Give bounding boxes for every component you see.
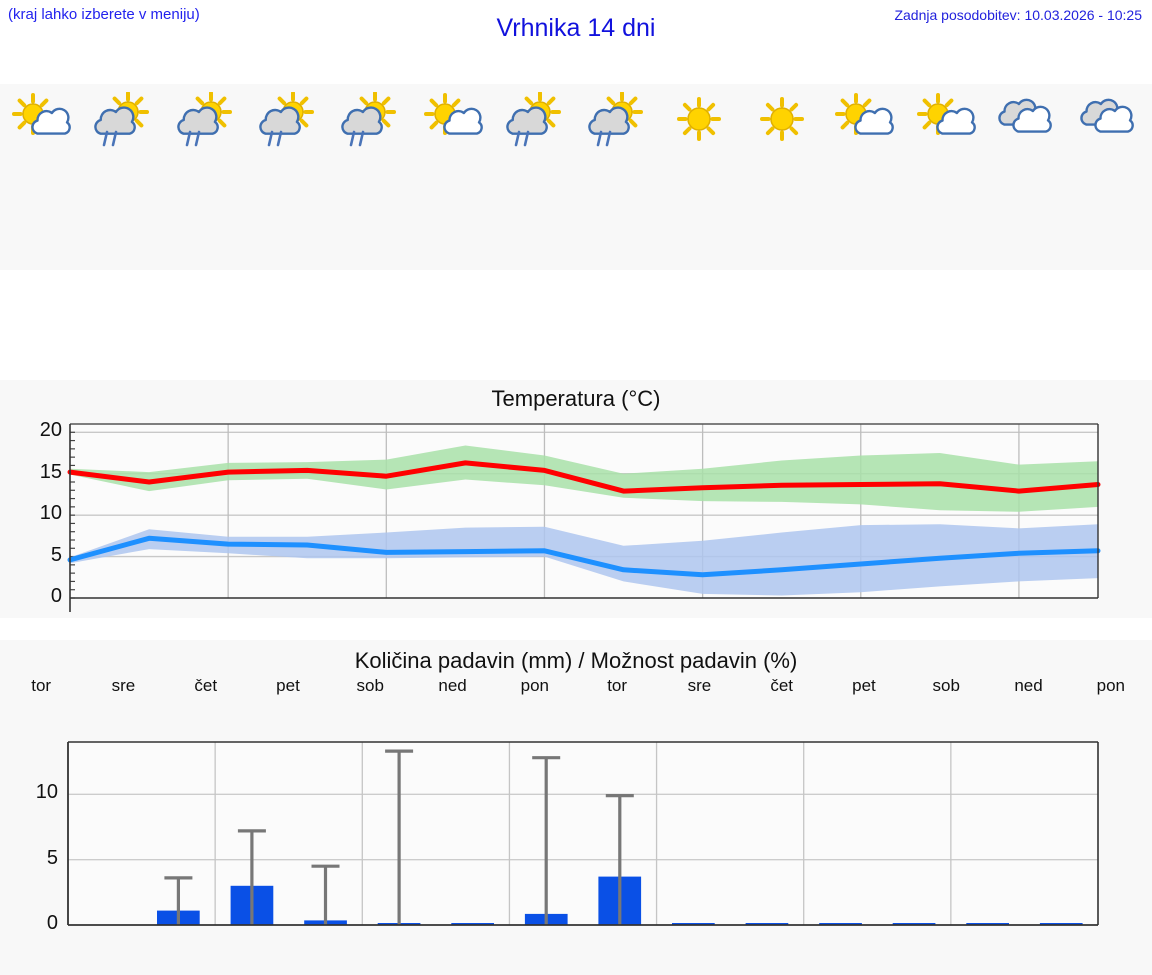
day-column[interactable] xyxy=(741,84,823,270)
temperature-plot: 0 5 10 15 20 xyxy=(0,412,1152,618)
sun-cloud-rain-icon xyxy=(247,92,329,147)
precipitation-x-axis-labels: tor sre čet pet sob ned pon tor sre čet pet sob ned p… xyxy=(0,676,1152,700)
precipitation-day-label: sob xyxy=(356,676,384,695)
sun-icon xyxy=(658,92,740,146)
precipitation-plot: 0 5 10 xyxy=(0,698,1152,934)
day-column[interactable] xyxy=(658,84,740,270)
temperature-y-tick-label: 20 xyxy=(39,419,62,442)
temperature-chart-title: Temperatura (°C) xyxy=(491,386,661,411)
precipitation-bar xyxy=(892,923,936,925)
precipitation-day-label: sob xyxy=(932,676,960,695)
precipitation-day-label: pet xyxy=(852,676,876,695)
day-column[interactable] xyxy=(576,84,658,270)
precipitation-chart-title: Količina padavin (mm) / Možnost padavin … xyxy=(354,648,798,673)
precipitation-day-label: sre xyxy=(111,676,136,695)
sun-cloud-rain-icon xyxy=(165,92,247,147)
precipitation-day-label: ned xyxy=(1014,676,1043,695)
sun-cloud-icon xyxy=(0,92,82,146)
cloudy-icon xyxy=(987,92,1069,146)
precipitation-bar xyxy=(451,923,494,925)
precipitation-day-label: tor xyxy=(31,676,52,695)
temperature-y-tick-label: 15 xyxy=(39,460,62,483)
precipitation-day-label: čet xyxy=(194,676,218,695)
precipitation-day-label: pet xyxy=(276,676,300,695)
precipitation-day-label: ned xyxy=(438,676,467,695)
sun-cloud-rain-icon xyxy=(576,92,658,147)
precipitation-day-label: sre xyxy=(687,676,712,695)
page-header: (kraj lahko izberete v meniju) Vrhnika 1… xyxy=(0,0,1152,52)
precipitation-day-label: čet xyxy=(770,676,794,695)
sun-cloud-rain-icon xyxy=(82,92,164,147)
menu-hint-text: (kraj lahko izberete v meniju) xyxy=(8,6,200,23)
page-title: Vrhnika 14 dni xyxy=(496,14,656,42)
day-column[interactable] xyxy=(82,84,164,270)
last-updated-text: Zadnja posodobitev: 10.03.2026 - 10:25 xyxy=(894,7,1142,23)
day-column[interactable] xyxy=(905,84,987,270)
day-column[interactable] xyxy=(329,84,411,270)
temperature-y-tick-label: 5 xyxy=(50,543,62,566)
precipitation-day-label: tor xyxy=(607,676,628,695)
day-column[interactable] xyxy=(247,84,329,270)
sun-cloud-rain-icon xyxy=(494,92,576,147)
day-column[interactable] xyxy=(1070,84,1152,270)
daily-forecast-strip xyxy=(0,84,1152,270)
day-column[interactable] xyxy=(165,84,247,270)
precipitation-bar xyxy=(819,923,862,925)
sun-cloud-icon xyxy=(905,92,987,146)
precipitation-day-label: pon xyxy=(520,676,550,695)
temperature-y-tick-label: 0 xyxy=(50,585,62,607)
temperature-svg xyxy=(67,423,1101,612)
day-column[interactable] xyxy=(987,84,1069,270)
sun-icon xyxy=(741,92,823,146)
precipitation-y-tick-label: 0 xyxy=(46,912,58,934)
sun-cloud-icon xyxy=(823,92,905,146)
day-column[interactable] xyxy=(411,84,493,270)
precipitation-chart-panel: Količina padavin (mm) / Možnost padavin … xyxy=(0,640,1152,975)
day-column[interactable] xyxy=(0,84,82,270)
precipitation-bar xyxy=(672,923,715,925)
precipitation-bar xyxy=(745,923,789,925)
day-column[interactable] xyxy=(823,84,905,270)
temperature-y-tick-label: 10 xyxy=(39,502,62,525)
cloudy-icon xyxy=(1070,92,1152,146)
precipitation-svg xyxy=(67,741,1099,926)
precipitation-day-label: pon xyxy=(1096,676,1125,695)
precipitation-bar xyxy=(966,923,1009,925)
precipitation-bar xyxy=(1039,923,1083,925)
precipitation-y-tick-label: 10 xyxy=(35,781,58,804)
day-column[interactable] xyxy=(494,84,576,270)
sun-cloud-icon xyxy=(411,92,493,146)
sun-cloud-rain-icon xyxy=(329,92,411,147)
precipitation-y-tick-label: 5 xyxy=(46,846,58,869)
